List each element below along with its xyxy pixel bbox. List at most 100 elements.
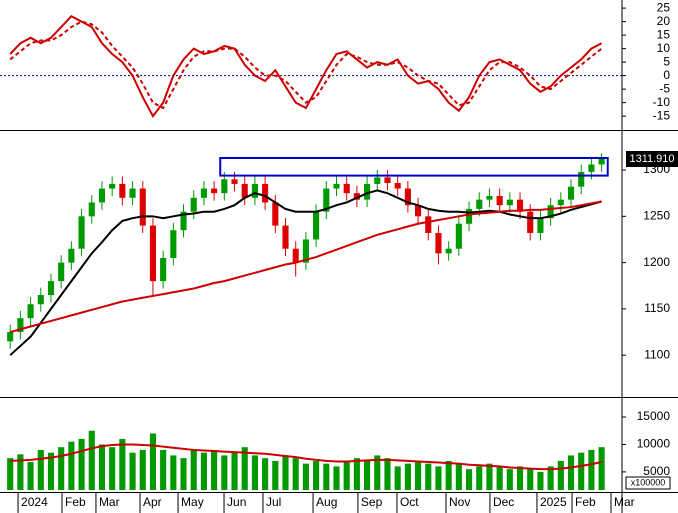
y-tick-label: 5000 bbox=[643, 464, 670, 478]
volume-bar bbox=[272, 460, 279, 490]
volume-bar bbox=[404, 463, 411, 490]
candle-body bbox=[251, 183, 258, 198]
volume-bar bbox=[557, 460, 564, 490]
candle-body bbox=[129, 188, 136, 198]
volume-bar bbox=[384, 458, 391, 490]
volume-bar bbox=[486, 463, 493, 490]
volume-bar bbox=[578, 452, 585, 490]
volume-bar bbox=[241, 447, 248, 490]
volume-bar bbox=[496, 466, 503, 490]
candle-body bbox=[547, 205, 554, 219]
candle-body bbox=[37, 295, 44, 305]
x-tick-label: Nov bbox=[449, 495, 470, 509]
volume-bar bbox=[394, 466, 401, 490]
candle-body bbox=[557, 199, 564, 206]
y-tick-label: 1100 bbox=[644, 347, 670, 361]
volume-bar bbox=[527, 469, 534, 490]
volume-bar bbox=[567, 455, 575, 490]
resistance-box bbox=[219, 156, 609, 177]
y-tick-label: 1200 bbox=[643, 255, 670, 269]
volume-bar bbox=[323, 463, 330, 490]
volume-bar bbox=[425, 463, 432, 490]
candle-body bbox=[313, 211, 320, 240]
candle-body bbox=[302, 239, 309, 263]
candle-body bbox=[455, 223, 462, 249]
last-price-box bbox=[626, 151, 678, 168]
x-tick-label: Apr bbox=[143, 495, 162, 509]
candle-body bbox=[241, 183, 248, 198]
candle-body bbox=[567, 186, 575, 200]
candle-body bbox=[364, 183, 371, 200]
candle-body bbox=[231, 179, 238, 184]
y-tick-label: 10000 bbox=[637, 437, 671, 451]
x-tick-label: 2024 bbox=[21, 495, 48, 509]
candle-body bbox=[486, 195, 493, 200]
candle-body bbox=[527, 211, 534, 233]
y-tick-label: 1250 bbox=[643, 208, 670, 222]
x-tick-label: 2025 bbox=[540, 495, 567, 509]
candle-body bbox=[374, 177, 381, 184]
volume-bar bbox=[415, 460, 422, 490]
x-tick-label: Jun bbox=[227, 495, 246, 509]
volume-bar bbox=[547, 466, 554, 490]
candle-body bbox=[119, 183, 126, 198]
candle-body bbox=[47, 281, 55, 296]
candle-body bbox=[88, 202, 95, 217]
candle-body bbox=[109, 183, 116, 189]
x-tick-label: Mar bbox=[99, 495, 120, 509]
candle-body bbox=[598, 159, 605, 165]
volume-bar bbox=[537, 471, 544, 490]
volume-bar bbox=[211, 449, 218, 490]
volume-bar bbox=[160, 449, 167, 490]
volume-bar bbox=[88, 430, 95, 490]
volume-bar bbox=[200, 452, 207, 490]
y-tick-label: -5 bbox=[659, 81, 670, 95]
volume-bar bbox=[313, 460, 320, 490]
candle-body bbox=[394, 182, 401, 189]
volume-bar bbox=[58, 447, 65, 490]
candle-body bbox=[149, 225, 157, 282]
x-tick-label: Dec bbox=[493, 495, 514, 509]
y-tick-label: 15 bbox=[657, 27, 671, 41]
candle-body bbox=[58, 262, 65, 282]
candle-body bbox=[476, 199, 483, 209]
candle-body bbox=[180, 211, 187, 231]
volume-bar bbox=[78, 438, 85, 490]
volume-bar bbox=[17, 454, 24, 490]
volume-bar bbox=[506, 469, 513, 490]
volume-bar bbox=[598, 447, 605, 490]
y-tick-label: -10 bbox=[653, 95, 671, 109]
volume-bar bbox=[221, 455, 228, 490]
volume-bar bbox=[68, 441, 75, 490]
y-tick-label: 5 bbox=[663, 54, 670, 68]
candle-body bbox=[68, 248, 75, 263]
candle-body bbox=[445, 248, 452, 254]
volume-bar bbox=[231, 452, 238, 490]
candle-body bbox=[170, 230, 177, 258]
candle-body bbox=[435, 232, 442, 254]
volume-bar bbox=[37, 449, 44, 490]
line bbox=[9, 20, 603, 110]
x-tick-label: Aug bbox=[316, 495, 337, 509]
candle-body bbox=[17, 318, 24, 333]
y-tick-label: 0 bbox=[663, 68, 670, 82]
y-tick-label: 15000 bbox=[637, 409, 671, 423]
volume-bar bbox=[129, 452, 136, 490]
candle-body bbox=[425, 216, 432, 233]
volume-bar bbox=[190, 449, 197, 490]
x-tick-label: Oct bbox=[400, 495, 419, 509]
volume-bar bbox=[465, 469, 473, 490]
candle-body bbox=[588, 164, 595, 172]
volume-bar bbox=[251, 455, 258, 490]
volume-bar bbox=[588, 449, 595, 490]
candle-body bbox=[578, 171, 585, 187]
last-price-label: 1311.910 bbox=[629, 153, 674, 165]
volume-bar bbox=[262, 458, 269, 490]
volume-bar bbox=[445, 460, 452, 490]
volume-bar bbox=[516, 466, 524, 490]
x-tick-label: May bbox=[181, 495, 204, 509]
candle-body bbox=[139, 188, 146, 226]
line bbox=[9, 189, 602, 356]
candle-body bbox=[506, 199, 513, 206]
